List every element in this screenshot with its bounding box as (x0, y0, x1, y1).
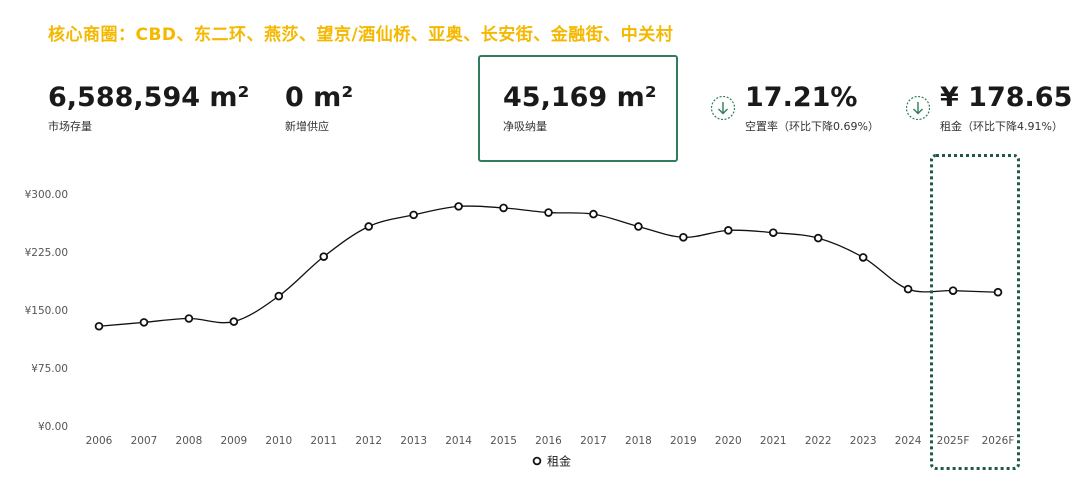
data-point (993, 287, 1003, 297)
kpi-net-absorption-value: 45,169 m² (503, 82, 657, 113)
x-tick-label: 2026F (982, 435, 1015, 447)
x-tick-label: 2014 (445, 435, 472, 447)
legend-label: 租金 (547, 454, 571, 469)
x-tick-label: 2018 (625, 435, 652, 447)
data-point (768, 228, 778, 237)
data-point (858, 253, 868, 262)
data-point (589, 209, 598, 219)
x-tick-label: 2025F (937, 435, 970, 447)
data-point (274, 291, 284, 301)
x-tick-label: 2024 (895, 435, 922, 447)
x-tick-label: 2021 (760, 435, 787, 447)
x-tick-label: 2015 (490, 435, 517, 447)
y-tick-label: ¥300.00 (25, 189, 68, 201)
data-point (544, 208, 553, 217)
arrow-down-circle-icon (905, 95, 931, 121)
data-point (903, 284, 913, 294)
data-point (139, 318, 149, 327)
data-point (813, 233, 823, 243)
y-tick-label: ¥225.00 (25, 247, 68, 259)
x-tick-label: 2008 (176, 435, 203, 447)
kpi-new-supply-value: 0 m² (285, 82, 354, 113)
x-tick-label: 2020 (715, 435, 742, 447)
kpi-vacancy-value: 17.21% (745, 82, 858, 113)
kpi-vacancy-label: 空置率（环比下降0.69%） (745, 120, 879, 133)
data-point (454, 202, 463, 211)
x-tick-label: 2009 (220, 435, 247, 447)
y-tick-label: ¥75.00 (31, 363, 68, 375)
kpi-stock-label: 市场存量 (48, 120, 92, 133)
kpi-new-supply: 0 m² 新增供应 (285, 80, 353, 134)
data-point (94, 321, 104, 331)
x-tick-label: 2017 (580, 435, 607, 447)
legend-marker (532, 456, 542, 466)
arrow-down-circle-icon (710, 95, 736, 121)
data-point (364, 222, 374, 231)
data-point (634, 222, 643, 231)
market-headline: 核心商圈：CBD、东二环、燕莎、望京/酒仙桥、亚奥、长安街、金融街、中关村 (48, 25, 674, 45)
x-tick-label: 2006 (86, 435, 113, 447)
kpi-net-absorption: 45,169 m² 净吸纳量 (503, 80, 657, 134)
x-tick-label: 2010 (265, 435, 292, 447)
data-point (723, 226, 733, 235)
data-point (184, 314, 194, 323)
y-tick-label: ¥0.00 (38, 421, 68, 433)
data-point (409, 210, 418, 220)
data-point (229, 317, 239, 326)
x-tick-label: 2011 (310, 435, 337, 447)
data-point (679, 233, 688, 242)
kpi-net-absorption-label: 净吸纳量 (503, 120, 547, 133)
y-tick-label: ¥150.00 (25, 305, 68, 317)
kpi-rent-label: 租金（环比下降4.91%） (940, 120, 1063, 133)
kpi-rent: ¥ 178.65 租金（环比下降4.91%） (940, 80, 1072, 134)
series-line-rent (98, 205, 999, 327)
kpi-rent-value: ¥ 178.65 (940, 82, 1073, 113)
x-tick-label: 2022 (805, 435, 832, 447)
kpi-stock: 6,588,594 m² 市场存量 (48, 80, 249, 134)
x-tick-label: 2023 (850, 435, 877, 447)
kpi-stock-value: 6,588,594 m² (48, 82, 250, 113)
kpi-new-supply-label: 新增供应 (285, 120, 329, 133)
data-point (499, 203, 508, 213)
kpi-vacancy: 17.21% 空置率（环比下降0.69%） (745, 80, 879, 134)
forecast-highlight-box (930, 154, 1020, 470)
x-tick-label: 2007 (131, 435, 158, 447)
x-tick-label: 2012 (355, 435, 382, 447)
x-tick-label: 2016 (535, 435, 562, 447)
data-point (319, 252, 329, 261)
x-tick-label: 2019 (670, 435, 697, 447)
data-point (948, 286, 958, 295)
x-tick-label: 2013 (400, 435, 427, 447)
highlighted-kpi-frame (478, 55, 678, 162)
